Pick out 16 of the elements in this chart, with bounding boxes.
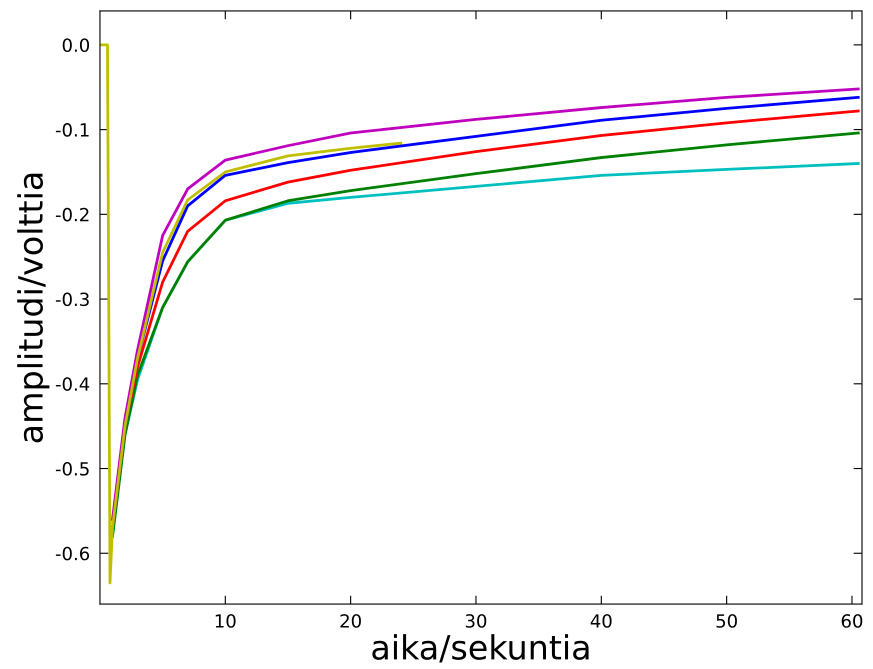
y-tick-label: -0.3 bbox=[56, 292, 89, 306]
y-tick-label: -0.6 bbox=[56, 546, 90, 560]
y-tick-label: -0.4 bbox=[56, 377, 90, 391]
x-tick-label: 30 bbox=[466, 614, 486, 628]
y-tick-label: -0.1 bbox=[56, 123, 89, 137]
x-tick-label: 50 bbox=[716, 614, 737, 628]
x-tick-label: 10 bbox=[216, 614, 236, 628]
y-tick-label: -0.2 bbox=[56, 208, 88, 222]
x-tick-label: 60 bbox=[842, 614, 862, 628]
x-tick-label: 40 bbox=[590, 614, 612, 628]
x-tick-label: 20 bbox=[340, 614, 361, 628]
y-axis-title: amplitudi/volttia bbox=[17, 174, 50, 442]
y-tick-label: 0.0 bbox=[62, 38, 90, 52]
x-axis-title: aika/sekuntia bbox=[372, 634, 589, 663]
y-tick-label: -0.5 bbox=[56, 462, 89, 476]
line-series bbox=[100, 43, 402, 584]
